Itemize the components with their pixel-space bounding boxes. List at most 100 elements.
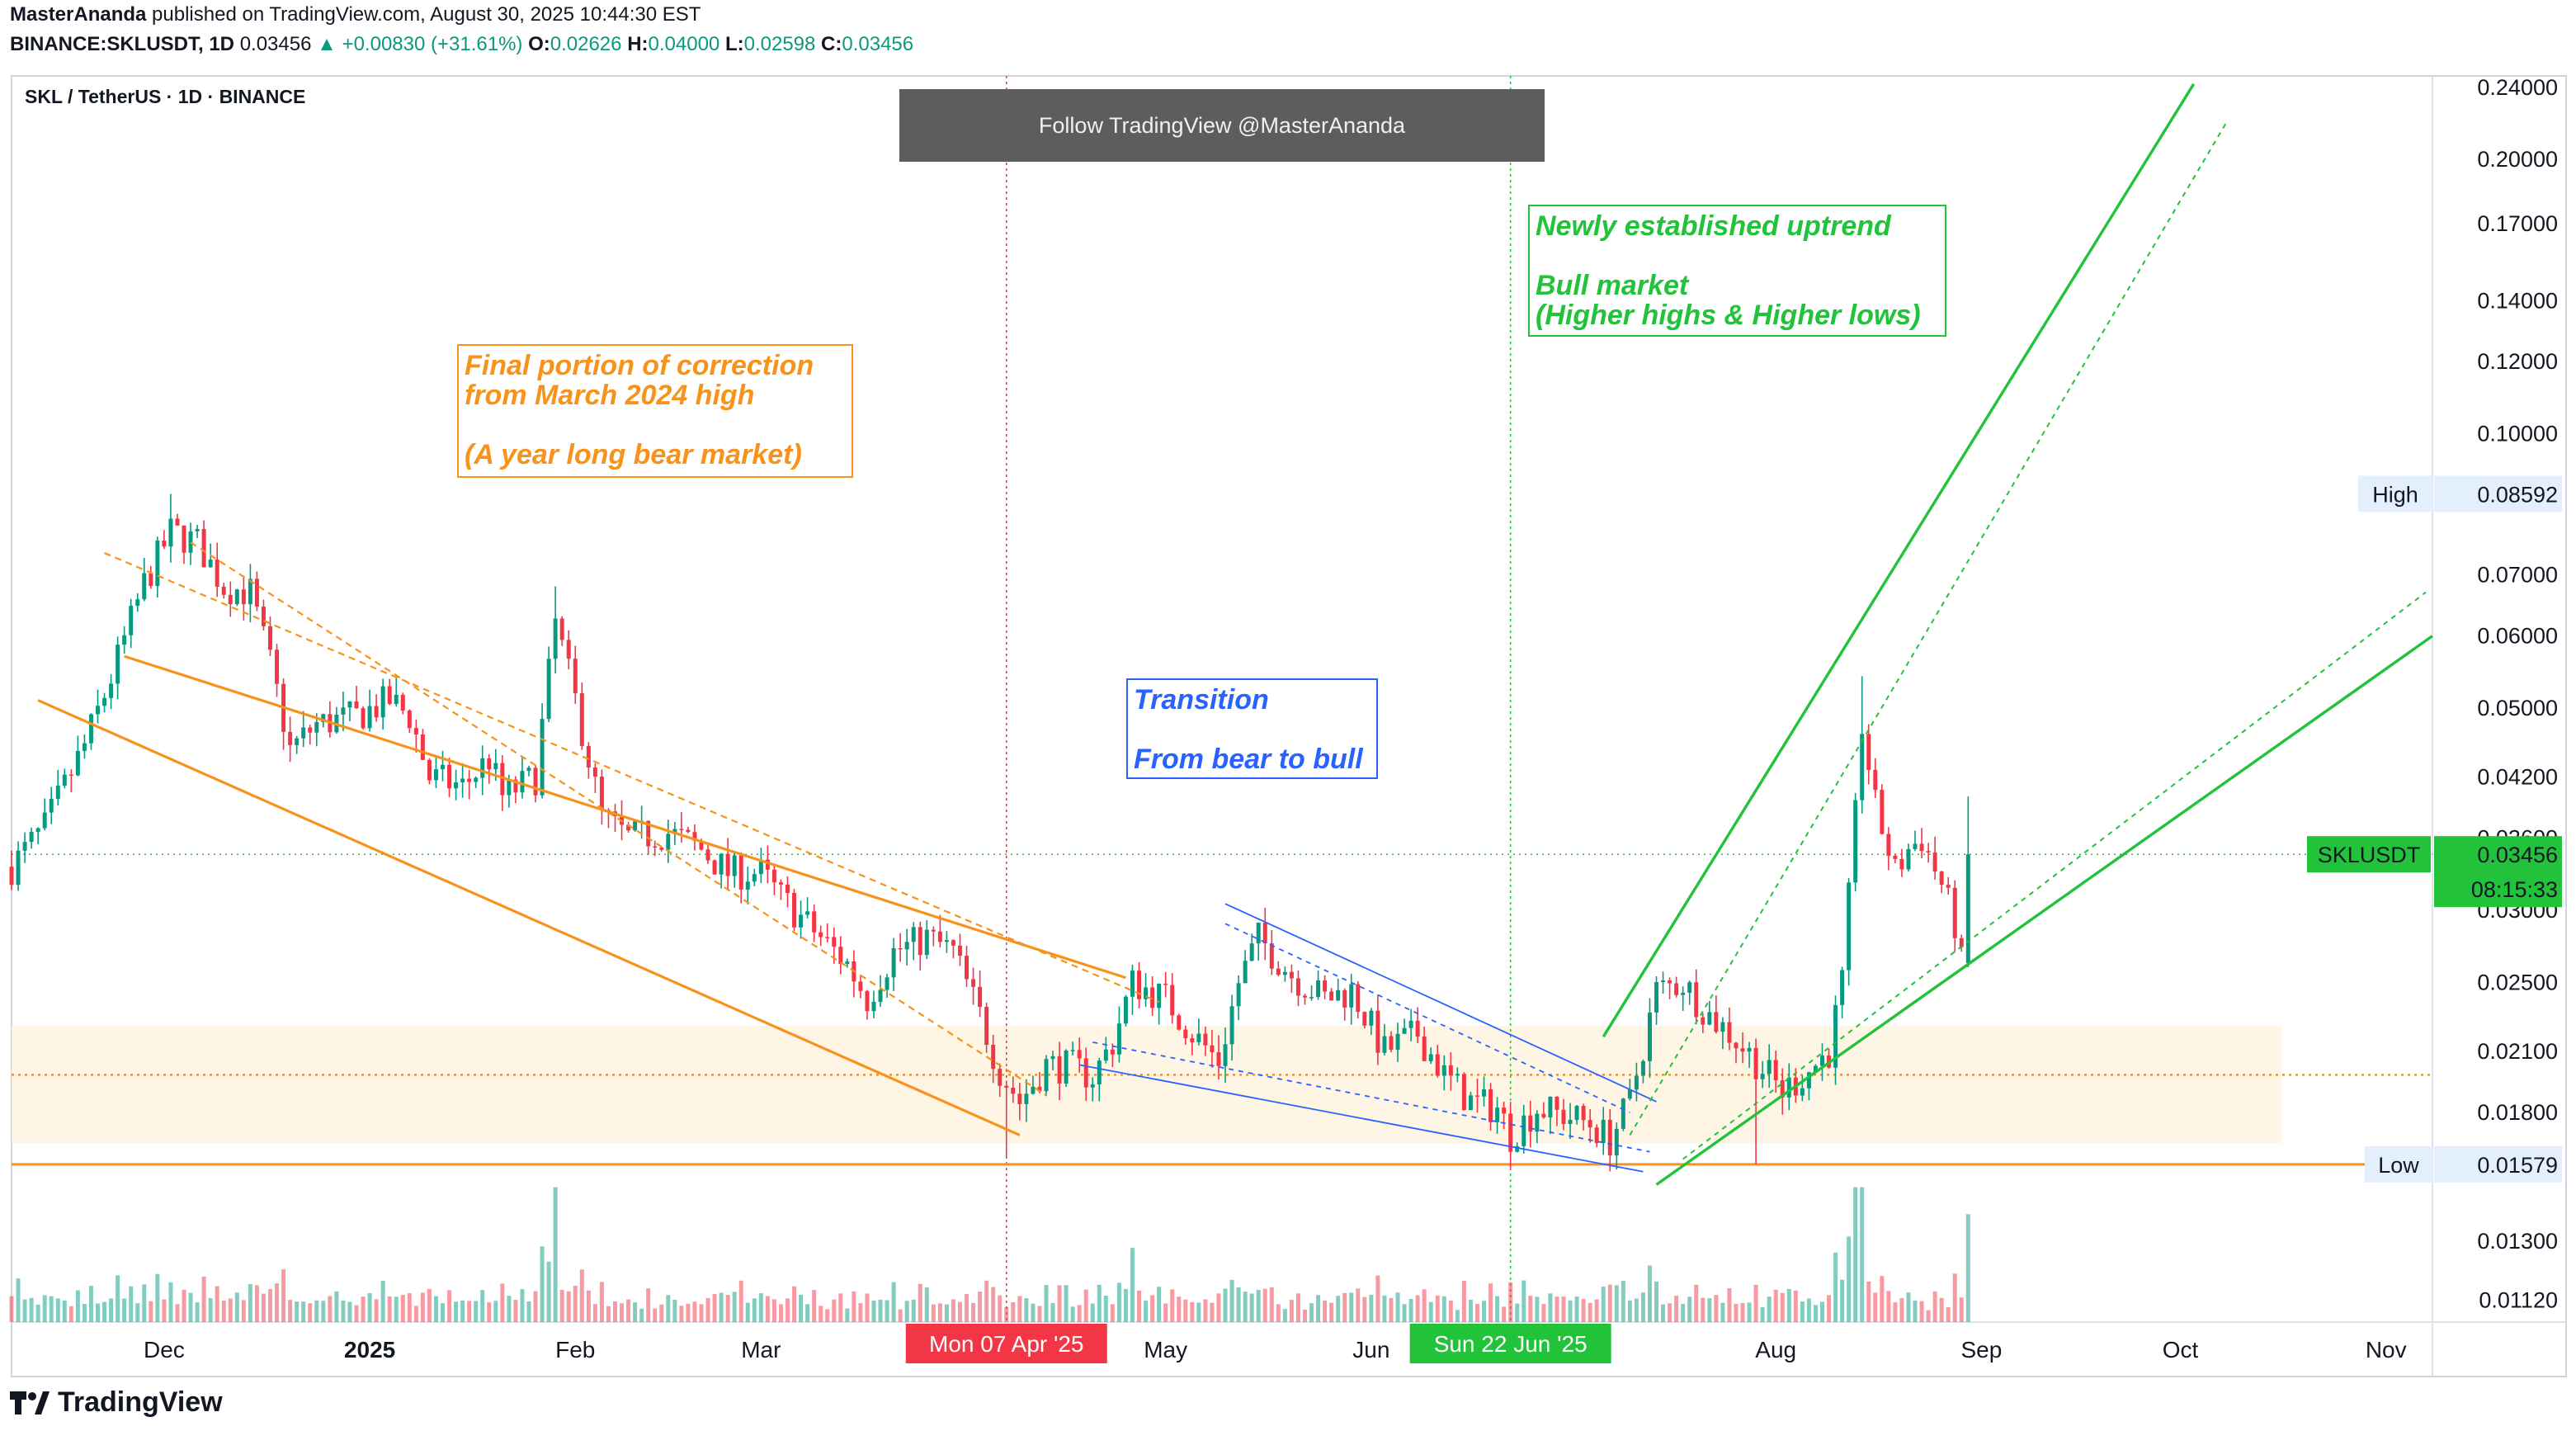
candle-body [234, 589, 239, 605]
volume-bar [513, 1300, 518, 1322]
candle-body [420, 734, 425, 760]
candle-body [1813, 1065, 1818, 1073]
volume-bar [745, 1302, 750, 1322]
volume-bar [1926, 1310, 1931, 1322]
candle-body [1435, 1054, 1440, 1076]
volume-bar [221, 1301, 226, 1322]
volume-bar [288, 1300, 293, 1322]
candle-body [314, 722, 319, 733]
candle-body [1070, 1050, 1075, 1051]
volume-bar [852, 1291, 856, 1322]
volume-bar [1581, 1299, 1586, 1322]
volume-bar [75, 1290, 80, 1322]
candle-body [819, 932, 823, 937]
candle-body [168, 518, 173, 547]
volume-bar [1780, 1292, 1785, 1322]
candle-body [579, 692, 584, 746]
volume-bar [1329, 1302, 1334, 1322]
candle-body [838, 947, 843, 965]
candle-body [1919, 843, 1924, 852]
candle-body [825, 937, 830, 938]
volume-bar [1203, 1299, 1208, 1322]
candle-body [1031, 1086, 1036, 1094]
follow-banner[interactable]: Follow TradingView @MasterAnanda [899, 89, 1545, 162]
volume-bar [1050, 1302, 1055, 1322]
volume-bar [1674, 1296, 1679, 1322]
volume-bar [1714, 1295, 1719, 1322]
volume-bar [248, 1283, 252, 1322]
volume-bar [1627, 1300, 1632, 1322]
volume-bar [228, 1298, 233, 1322]
candle-body [646, 820, 651, 847]
volume-bar [765, 1296, 770, 1322]
candle-body [918, 927, 922, 956]
candle-body [1681, 992, 1686, 995]
volume-bar [102, 1301, 107, 1322]
candle-body [931, 929, 936, 932]
volume-bar [1860, 1187, 1865, 1322]
volume-bar [1316, 1295, 1321, 1322]
candle-body [1860, 734, 1865, 801]
volume-bar [9, 1296, 14, 1322]
volume-bar [168, 1282, 173, 1322]
candle-body [62, 774, 67, 786]
candle-body [978, 986, 983, 1008]
volume-bar [540, 1246, 545, 1322]
price-change: +0.00830 (+31.61%) [342, 33, 523, 55]
candle-body [1640, 1060, 1645, 1076]
tradingview-logo[interactable]: TradingView [10, 1386, 223, 1419]
volume-bar [1408, 1299, 1413, 1322]
ohlc-line: BINANCE:SKLUSDT, 1D 0.03456 ▲ +0.00830 (… [10, 33, 913, 56]
volume-bar [1495, 1296, 1500, 1322]
candle-body [1243, 961, 1248, 984]
y-tick-label: 0.20000 [2477, 147, 2558, 172]
y-tick-label: 0.07000 [2477, 563, 2558, 588]
volume-bar [49, 1296, 54, 1322]
candle-body [1130, 971, 1135, 997]
volume-bar [1806, 1298, 1811, 1322]
volume-bar [1939, 1297, 1944, 1322]
volume-bar [998, 1295, 1003, 1322]
volume-bar [1057, 1285, 1062, 1322]
annotation-text: Final portion of correction [465, 350, 814, 381]
volume-bar [1262, 1288, 1267, 1322]
candle-body [1116, 1023, 1121, 1055]
candle-body [1687, 982, 1692, 993]
volume-bar [467, 1301, 472, 1322]
volume-bar [1415, 1295, 1420, 1322]
volume-bar [1083, 1289, 1088, 1322]
author-name[interactable]: MasterAnanda [10, 3, 147, 26]
candle-body [898, 947, 903, 950]
volume-bar [1647, 1265, 1652, 1322]
candle-body [1402, 1027, 1407, 1034]
candle-body [96, 706, 100, 715]
candle-body [195, 529, 200, 531]
candle-body [513, 779, 518, 793]
volume-bar [1468, 1299, 1473, 1322]
candle-body [1847, 882, 1852, 971]
wedge-upper [1224, 903, 1657, 1103]
volume-bar [659, 1304, 664, 1322]
candle-body [1588, 1120, 1592, 1128]
candle-body [812, 911, 817, 933]
volume-bar [314, 1300, 319, 1322]
candle-body [1568, 1119, 1573, 1124]
y-tick-label: 0.17000 [2477, 211, 2558, 236]
candle-body [22, 842, 27, 851]
volume-bar [295, 1301, 300, 1322]
candle-body [1362, 1012, 1367, 1026]
volume-bar [420, 1292, 425, 1322]
volume-bar [752, 1298, 757, 1322]
volume-bar [1196, 1302, 1201, 1322]
volume-bar [533, 1291, 538, 1322]
volume-bar [394, 1296, 399, 1322]
volume-bar [129, 1286, 134, 1322]
candle-body [951, 940, 955, 946]
candle-body [1720, 1022, 1725, 1032]
publish-info: published on TradingView.com, August 30,… [152, 3, 701, 26]
pair-title: SKL / TetherUS · 1D · BINANCE [25, 86, 306, 107]
volume-bar [871, 1300, 876, 1322]
volume-bar [62, 1300, 67, 1322]
x-tick-label: Oct [2163, 1337, 2199, 1363]
